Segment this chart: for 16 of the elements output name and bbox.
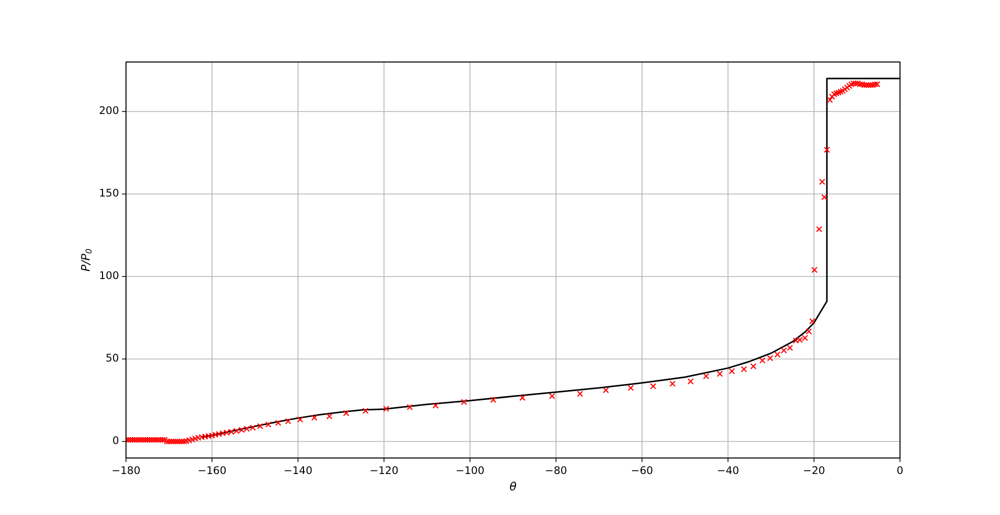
x-tick-label: −40: [716, 465, 740, 478]
x-tick-label: −160: [198, 465, 226, 478]
y-tick-label: 50: [106, 352, 119, 365]
x-tick-label: −180: [112, 465, 140, 478]
x-tick-label: −100: [456, 465, 484, 478]
x-tick-label: −140: [284, 465, 312, 478]
x-tick-label: −120: [370, 465, 398, 478]
y-tick-label: 200: [98, 105, 119, 118]
x-tick-label: 0: [896, 465, 904, 478]
y-tick-label: 0: [112, 435, 119, 448]
x-tick-label: −20: [802, 465, 826, 478]
x-tick-label: −60: [630, 465, 654, 478]
x-axis-title: θ: [509, 479, 517, 494]
y-tick-label: 100: [98, 270, 119, 282]
y-tick-label: 150: [98, 188, 119, 200]
x-tick-label: −80: [544, 465, 568, 478]
